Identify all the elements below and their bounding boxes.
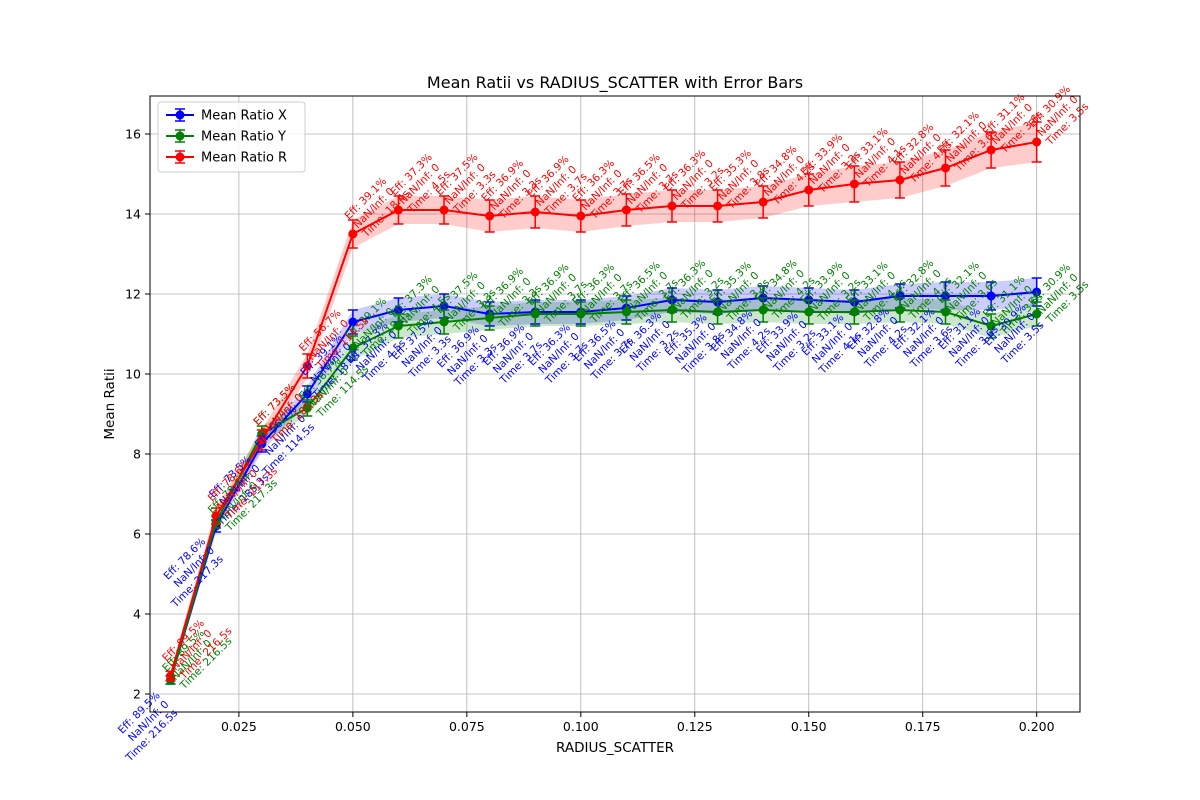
data-point [621,205,631,215]
data-point [667,305,677,315]
data-point [804,185,814,195]
data-point [576,211,586,221]
data-point [1032,137,1042,147]
x-tick-label: 0.175 [905,719,941,734]
data-point [302,361,312,371]
data-point [393,321,403,331]
data-point [758,197,768,207]
x-tick-label: 0.125 [677,719,713,734]
x-tick-label: 0.150 [791,719,827,734]
data-point [348,229,358,239]
data-point [941,291,951,301]
data-point [849,179,859,189]
data-point [621,307,631,317]
data-annotation: Eff: 36.3%NaN/Inf: 0Time: 3.2s [661,257,727,323]
legend-item: Mean Ratio R [166,150,287,166]
data-point [1032,287,1042,297]
data-point [941,163,951,173]
data-annotation: Eff: 33.1%NaN/Inf: 0Time: 4.1s [799,312,865,378]
data-point [348,317,358,327]
data-point [713,201,723,211]
y-tick-label: 12 [125,287,141,302]
error-band-series-2 [170,122,1037,681]
data-point [895,305,905,315]
legend-label: Mean Ratio R [201,151,287,166]
data-point [986,291,996,301]
legend-box [157,101,306,173]
y-tick-label: 4 [133,607,141,622]
series-line-0 [169,291,1037,681]
y-tick-label: 10 [125,367,141,382]
data-point [166,671,176,681]
data-point [530,207,540,217]
series-line-1 [169,308,1037,681]
data-point [986,145,996,155]
x-tick-label: 0.100 [563,719,599,734]
x-tick-label: 0.075 [449,719,485,734]
y-tick-label: 2 [133,687,141,702]
data-point [393,305,403,315]
y-tick-label: 6 [133,527,141,542]
data-point [485,211,495,221]
x-tick-label: 0.050 [335,719,371,734]
legend-item: Mean Ratio X [166,108,287,124]
data-point [302,403,312,413]
axes-frame [149,95,1081,713]
data-point [804,307,814,317]
y-tick-label: 8 [133,447,141,462]
data-point [849,307,859,317]
data-point [485,313,495,323]
data-point [576,309,586,319]
data-point [530,309,540,319]
x-axis-label: RADIUS_SCATTER [556,740,674,756]
data-point [986,321,996,331]
data-point [1032,309,1042,319]
data-point [211,511,221,521]
legend-marker [175,131,185,141]
data-point [667,201,677,211]
data-point [941,307,951,317]
data-point [758,305,768,315]
y-axis-label: Mean Ratii [102,368,118,439]
legend-label: Mean Ratio X [201,109,287,124]
data-point [439,205,449,215]
x-tick-label: 0.025 [221,719,257,734]
data-point [439,301,449,311]
y-tick-label: 14 [125,207,141,222]
chart-title: Mean Ratii vs RADIUS_SCATTER with Error … [427,73,803,93]
data-point [439,317,449,327]
legend-item: Mean Ratio Y [166,129,286,145]
series-line-2 [169,141,1037,677]
data-point [302,389,312,399]
data-point [393,205,403,215]
data-point [713,307,723,317]
x-tick-label: 0.200 [1019,719,1055,734]
data-point [348,343,358,353]
legend-marker [175,152,185,162]
legend-marker [175,110,185,120]
data-point [257,435,267,445]
data-point [895,175,905,185]
legend-label: Mean Ratio Y [201,130,286,145]
y-tick-label: 16 [125,127,141,142]
